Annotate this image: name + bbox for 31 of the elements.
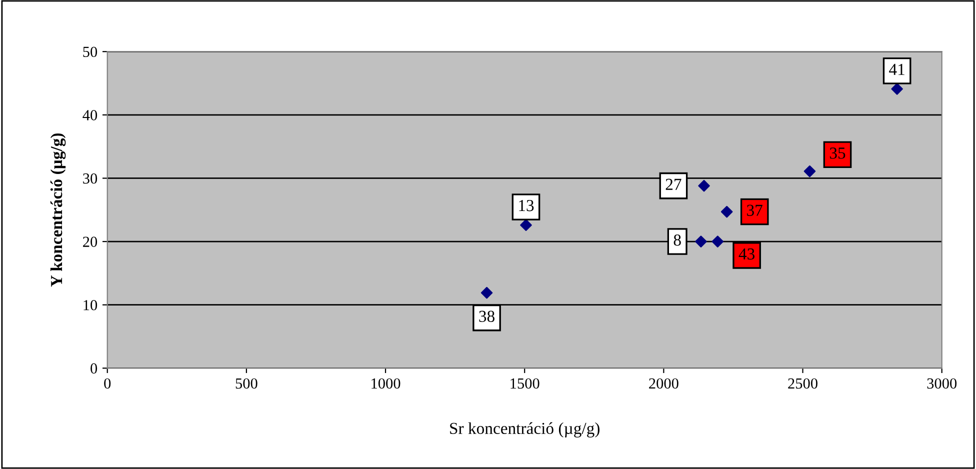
y-tick-label: 10 (84, 300, 98, 310)
x-tick-label: 0 (104, 378, 111, 389)
point (891, 83, 903, 95)
annotation: 41 (889, 64, 904, 75)
x-tick-label: 500 (236, 378, 258, 389)
x-tick-label: 2500 (788, 378, 818, 389)
point (804, 165, 816, 178)
x-tick-label: 1000 (372, 378, 400, 389)
x-axis-title: Sr koncentráció (µg/g) (450, 422, 600, 438)
point (520, 219, 532, 231)
annotation: 35 (830, 148, 846, 159)
x-tick-label: 2000 (649, 378, 678, 389)
point (698, 180, 710, 192)
annotation: 37 (747, 204, 762, 216)
y-tick-label: 50 (83, 46, 98, 58)
point (720, 206, 733, 218)
annotation: 27 (666, 178, 682, 190)
point (480, 286, 493, 299)
annotation: 43 (738, 248, 754, 260)
y-tick-label: 0 (90, 363, 98, 374)
point (712, 236, 724, 248)
y-axis-title: Y koncentráció (µg/g) (50, 133, 66, 287)
y-tick-label: 40 (82, 110, 98, 120)
x-tick-label: 1500 (510, 378, 540, 389)
annotation: 13 (519, 200, 534, 212)
y-tick-label: 20 (83, 236, 98, 247)
annotation: 8 (674, 234, 681, 246)
point (695, 236, 707, 248)
x-tick-label: 3000 (927, 378, 957, 389)
annotation: 38 (479, 310, 494, 322)
y-tick-label: 30 (83, 173, 98, 184)
